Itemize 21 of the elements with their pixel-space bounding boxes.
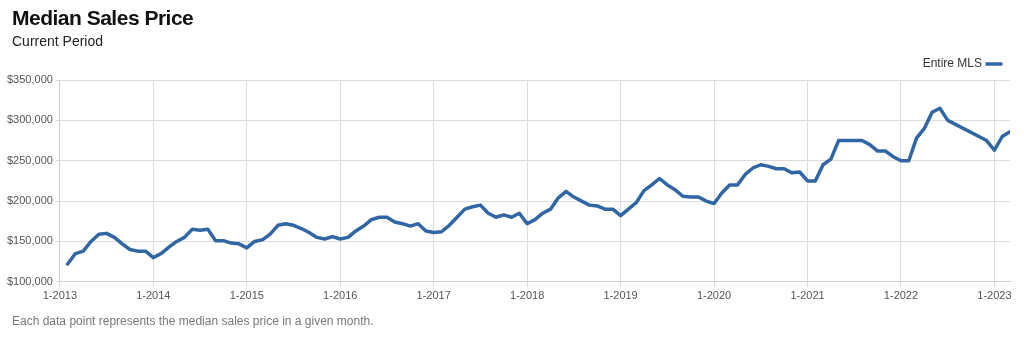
chart-subtitle: Current Period (12, 33, 104, 49)
x-tick-label: 1-2020 (696, 289, 732, 302)
x-tick-label: 1-2019 (603, 289, 638, 302)
y-tick-label: $350,000 (6, 73, 53, 86)
x-tick-label: 1-2014 (136, 289, 171, 302)
y-tick-label: $200,000 (6, 194, 53, 207)
text: Each data point represents the median sales price in a given month. (12, 314, 374, 328)
x-tick-label: 1-2015 (229, 289, 264, 302)
legend-label: Entire MLS (922, 56, 982, 71)
x-tick-label: 1-2016 (323, 289, 358, 302)
chart-title: Median Sales Price (12, 6, 194, 30)
y-tick-label: $300,000 (6, 113, 53, 126)
y-tick-label: $150,000 (6, 234, 53, 247)
x-tick-label: 1-2013 (42, 289, 78, 302)
x-tick-label: 1-2017 (416, 289, 451, 302)
y-tick-label: $250,000 (6, 153, 53, 166)
x-tick-label: 1-2023 (977, 289, 1012, 302)
x-tick-label: 1-2021 (790, 289, 825, 302)
x-tick-label: 1-2022 (883, 289, 919, 302)
x-tick-label: 1-2018 (510, 289, 545, 302)
y-tick-label: $100,000 (6, 274, 53, 287)
